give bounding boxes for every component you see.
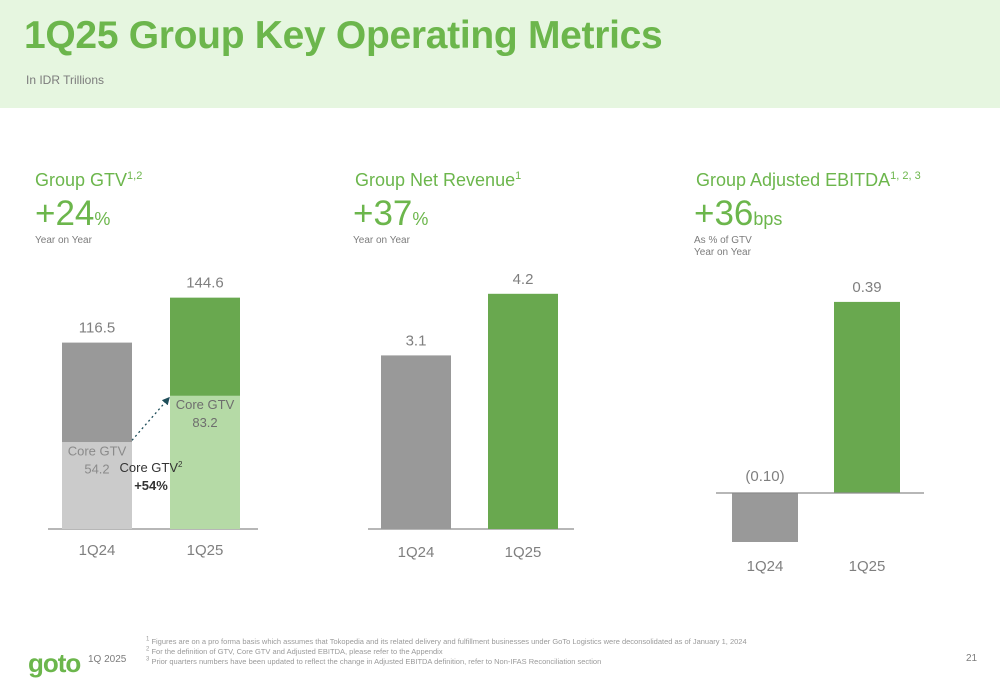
footnotes: 1 Figures are on a pro forma basis which… (146, 637, 747, 667)
revenue-bar-1q24 (381, 355, 451, 529)
net-revenue-chart: 3.1 1Q24 4.2 1Q25 (368, 271, 574, 561)
gtv-bar-core-1q24 (62, 442, 132, 529)
adjusted-ebitda-chart: (0.10) 1Q24 0.39 1Q25 (716, 279, 924, 575)
ebitda-title-sup: 1, 2, 3 (890, 170, 921, 182)
ebitda-value-label: 0.39 (852, 279, 881, 296)
ebitda-bar-1q25 (834, 301, 900, 493)
gtv-note: Year on Year (35, 235, 92, 246)
ebitda-category-label: 1Q24 (747, 558, 784, 575)
revenue-value-label: 4.2 (513, 271, 534, 288)
page-subtitle: In IDR Trillions (26, 73, 105, 87)
page-number: 21 (966, 653, 978, 664)
gtv-bar-other-1q25 (170, 297, 240, 396)
ebitda-growth: +36bps (694, 194, 783, 233)
header-banner: 1Q25 Group Key Operating Metrics In IDR … (0, 0, 1000, 108)
goto-logo: goto (28, 648, 81, 678)
footnote-2: 2 For the definition of GTV, Core GTV an… (146, 646, 443, 657)
core-gtv-annotation-value: +54% (134, 478, 168, 493)
revenue-category-label: 1Q24 (398, 544, 435, 561)
gtv-core-name: Core GTV (176, 397, 235, 412)
ebitda-panel-title: Group Adjusted EBITDA1, 2, 3 (696, 170, 921, 190)
gtv-growth: +24% (35, 194, 111, 233)
footnote-3: 3 Prior quarters numbers have been updat… (146, 656, 602, 667)
revenue-bar-1q25 (488, 293, 558, 529)
core-gtv-annotation-label: Core GTV2 (120, 460, 184, 475)
gtv-core-value: 54.2 (84, 461, 109, 476)
gtv-core-value: 83.2 (192, 415, 217, 430)
footer-period: 1Q 2025 (88, 654, 127, 665)
revenue-note: Year on Year (353, 235, 410, 246)
gtv-panel-title: Group GTV1,2 (35, 170, 143, 190)
revenue-value-label: 3.1 (406, 332, 427, 349)
gtv-total-label: 144.6 (186, 275, 224, 292)
gtv-core-name: Core GTV (68, 443, 127, 458)
gtv-bar-other-1q24 (62, 342, 132, 443)
core-gtv-annotation-sup: 2 (178, 460, 183, 469)
ebitda-note-2: Year on Year (694, 247, 751, 258)
page-title: 1Q25 Group Key Operating Metrics (24, 14, 663, 57)
gtv-total-label: 116.5 (79, 320, 115, 337)
ebitda-note-1: As % of GTV (694, 235, 752, 246)
gtv-bar-core-1q25 (170, 395, 240, 529)
core-gtv-growth-arrow (131, 396, 170, 441)
ebitda-category-label: 1Q25 (849, 558, 886, 575)
gtv-category-label: 1Q24 (79, 542, 116, 559)
revenue-category-label: 1Q25 (505, 544, 542, 561)
ebitda-bar-1q24 (732, 493, 798, 542)
revenue-title-sup: 1 (515, 170, 522, 182)
footnote-1: 1 Figures are on a pro forma basis which… (146, 636, 747, 647)
gtv-title-sup: 1,2 (127, 170, 143, 182)
revenue-growth: +37% (353, 194, 429, 233)
gtv-chart: 116.5 Core GTV 54.2 1Q24 144.6 Core GTV 83.2 1Q… (48, 275, 258, 559)
ebitda-value-label: (0.10) (745, 468, 784, 485)
gtv-category-label: 1Q25 (187, 542, 224, 559)
revenue-panel-title: Group Net Revenue1 (355, 170, 522, 190)
